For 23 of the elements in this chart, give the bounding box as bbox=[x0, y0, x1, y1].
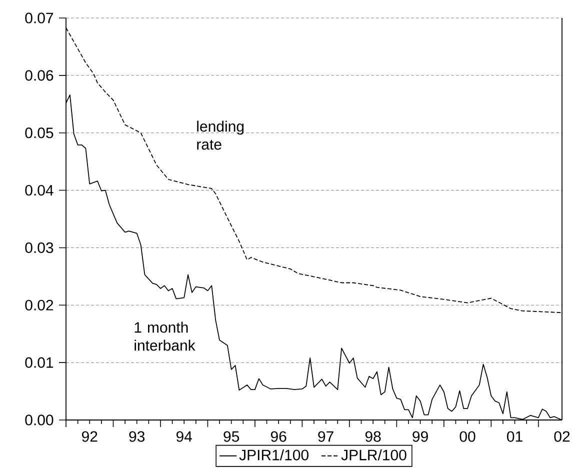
x-tick-label: 92 bbox=[82, 431, 98, 442]
x-tick-label: 93 bbox=[129, 431, 145, 442]
annotation: 1 month interbank bbox=[134, 322, 196, 351]
x-tick-label: 94 bbox=[176, 431, 192, 442]
y-tick-label: 0.00 bbox=[25, 414, 54, 426]
y-tick-label: 0.07 bbox=[25, 12, 54, 24]
x-tick-label: 95 bbox=[224, 431, 240, 442]
x-tick-label: 02 bbox=[554, 431, 570, 442]
x-tick-label: 99 bbox=[412, 431, 428, 442]
y-tick-label: 0.02 bbox=[25, 300, 54, 310]
x-tick-label: 96 bbox=[270, 431, 286, 442]
legend-label: JPLR/100 bbox=[341, 449, 406, 460]
x-tick-label: 97 bbox=[318, 431, 334, 442]
x-tick-label: 01 bbox=[507, 431, 522, 442]
y-tick-label: 0.05 bbox=[25, 128, 54, 138]
x-tick-label: 00 bbox=[460, 431, 476, 442]
y-tick-label: 0.06 bbox=[25, 70, 54, 81]
annotation: lending rate bbox=[197, 120, 244, 150]
legend-label: JPIR1/100 bbox=[239, 449, 308, 460]
x-tick-label: 98 bbox=[365, 431, 381, 442]
y-tick-label: 0.03 bbox=[25, 242, 54, 254]
y-tick-label: 0.04 bbox=[25, 184, 54, 196]
y-tick-label: 0.01 bbox=[25, 357, 54, 368]
